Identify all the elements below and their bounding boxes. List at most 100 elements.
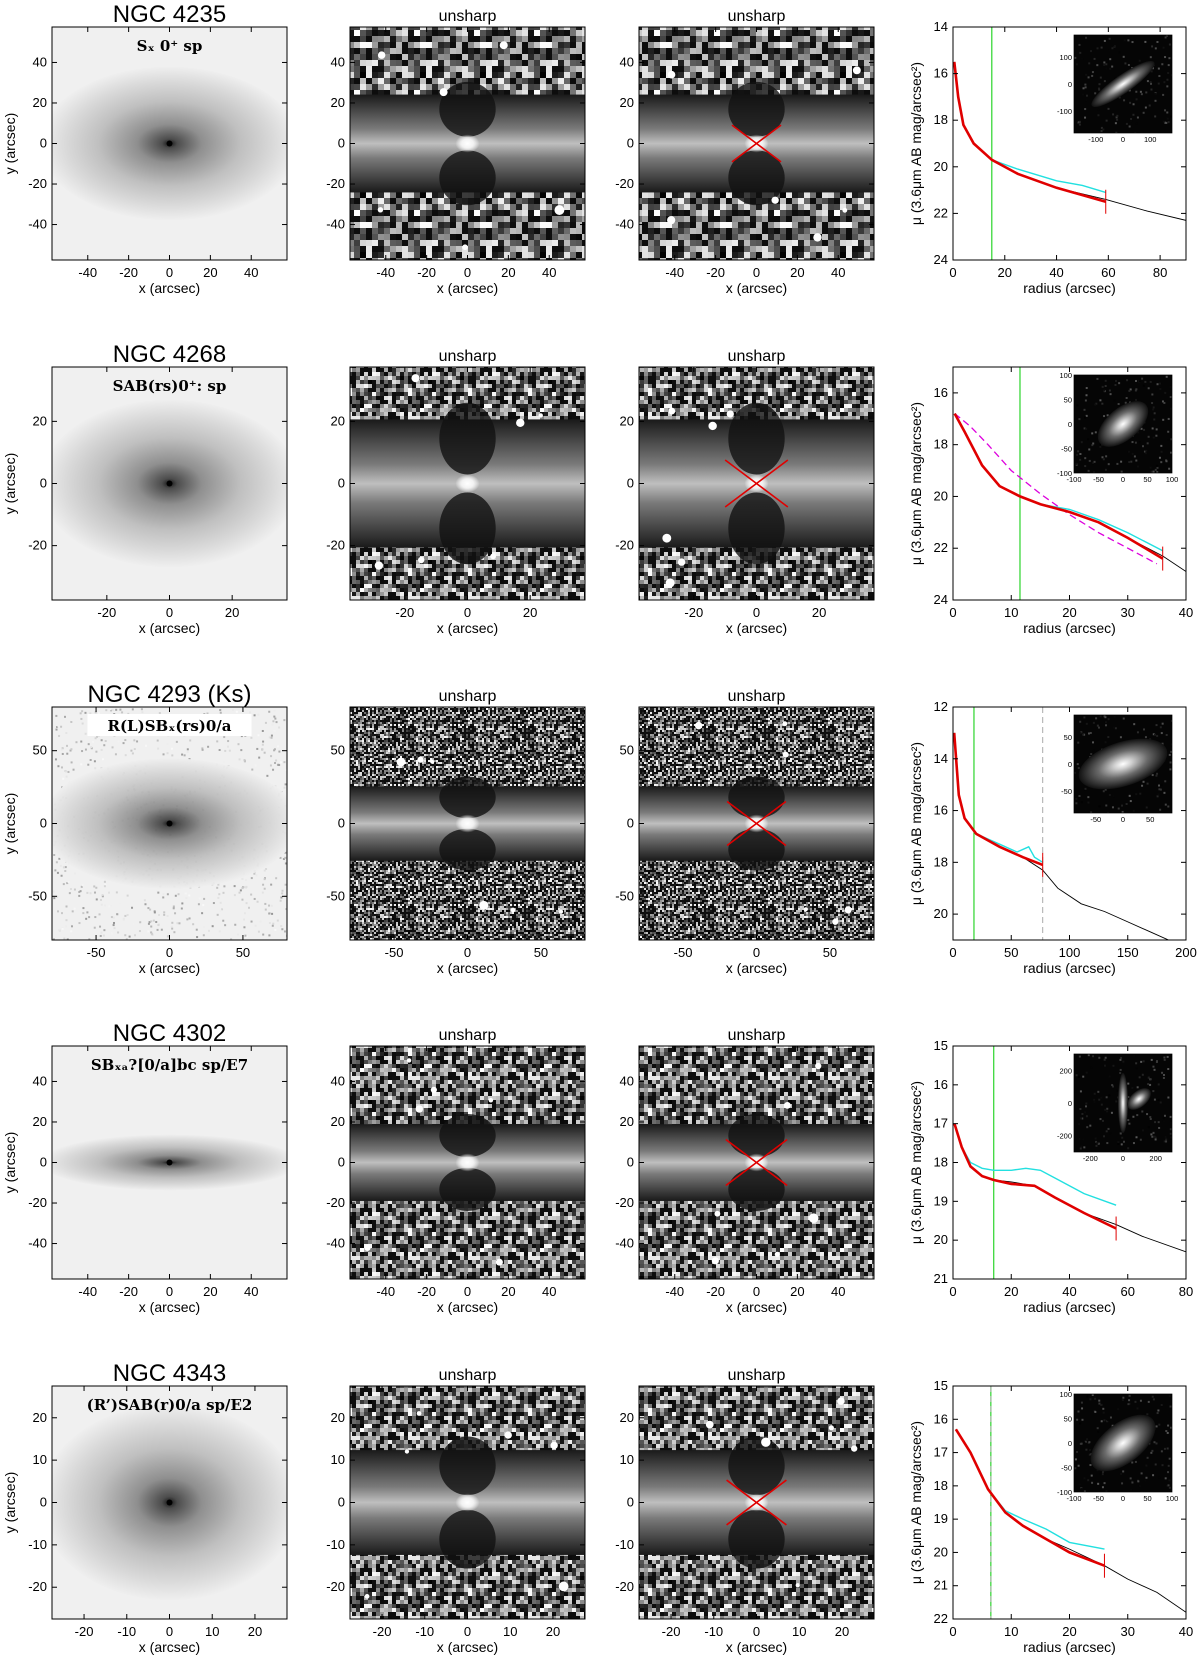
y-tick-label: -50 <box>28 888 47 903</box>
unsharp-cross-panel: unsharp -40 -40 -20 -20 0 0 20 20 40 40 x (arcsec) <box>615 1027 875 1315</box>
star <box>668 407 676 415</box>
star <box>416 1411 422 1416</box>
y-tick-label: -40 <box>326 1236 345 1251</box>
inset-x-tick-label: 0 <box>1121 815 1125 824</box>
x-tick-label: 20 <box>835 1624 849 1639</box>
y-axis-label: μ (3.6μm AB mag/arcsec²) <box>908 402 924 565</box>
inset-y-tick-label: -50 <box>1061 1464 1072 1473</box>
star <box>538 413 543 418</box>
magenta-profile <box>954 413 1158 565</box>
y-axis-label: μ (3.6μm AB mag/arcsec²) <box>908 742 924 905</box>
x-tick-label: 20 <box>790 1284 804 1299</box>
y-tick-label: -20 <box>28 176 47 191</box>
x-tick-label: 40 <box>1049 265 1063 280</box>
y-axis-label: y (arcsec) <box>2 793 18 854</box>
inset-frame <box>1073 374 1173 474</box>
x-tick-label: 40 <box>542 1284 556 1299</box>
inset-x-tick-label: 100 <box>1166 1494 1179 1503</box>
x-tick-label: -20 <box>373 1624 392 1639</box>
x-axis-label: radius (arcsec) <box>1023 620 1116 636</box>
y-tick-label: 0 <box>627 1495 634 1510</box>
star <box>662 533 672 543</box>
galaxy-name: NGC 4268 <box>113 341 226 368</box>
x-tick-label: 20 <box>248 1624 262 1639</box>
x-axis-label: radius (arcsec) <box>1023 280 1116 296</box>
y-tick-label: -20 <box>28 1579 47 1594</box>
unsharp-title: unsharp <box>439 1367 497 1384</box>
inset-y-tick-label: 0 <box>1068 420 1072 429</box>
y-tick-label: 20 <box>331 1410 345 1425</box>
classification-background <box>87 714 252 736</box>
x-tick-label: -10 <box>704 1624 723 1639</box>
y-tick-label: 50 <box>33 743 47 758</box>
unsharp-content <box>350 1411 585 1599</box>
x-tick-label: 0 <box>166 1284 173 1299</box>
x-tick-label: 20 <box>225 605 239 620</box>
star <box>726 410 734 418</box>
y-tick-label: -20 <box>615 1579 634 1594</box>
y-tick-label: 21 <box>934 1271 948 1286</box>
y-tick-label: 40 <box>33 1073 47 1088</box>
unsharp-content <box>350 374 585 570</box>
x-tick-label: 30 <box>1121 605 1135 620</box>
hubble-classification: SBₓₐ?[0/a]bc sp/E7 <box>91 1056 248 1074</box>
inset-content <box>1074 715 1172 813</box>
unsharp-cross-panel: unsharp -20 -20 -10 -10 0 0 10 10 20 20 x (arcsec) <box>615 1367 875 1655</box>
axes-frame <box>952 706 1187 941</box>
inset-y-tick-label: 100 <box>1059 53 1072 62</box>
y-tick-label: -20 <box>28 538 47 553</box>
y-axis-label: y (arcsec) <box>2 1132 18 1193</box>
offset-profile-red <box>953 412 1164 560</box>
y-tick-label: 24 <box>934 592 948 607</box>
inset-y-tick-label: -50 <box>1061 445 1072 454</box>
x-axis-label: x (arcsec) <box>139 1639 200 1655</box>
y-tick-label: 40 <box>331 1073 345 1088</box>
y-tick-label: 20 <box>33 413 47 428</box>
dark-lobe <box>728 492 785 565</box>
star <box>430 1086 437 1093</box>
y-tick-label: 20 <box>934 1544 948 1559</box>
star <box>374 561 384 570</box>
x-tick-label: 0 <box>949 1624 956 1639</box>
galaxy-row: NGC 4293 (Ks) R(L)SBₓ(rs)0/a -50 -50 0 0 50 50 x… <box>2 681 1197 976</box>
inset-x-tick-label: -100 <box>1088 135 1103 144</box>
x-axis-label: x (arcsec) <box>726 620 787 636</box>
star <box>815 1062 822 1070</box>
x-tick-label: -40 <box>78 1284 97 1299</box>
y-tick-label: 20 <box>620 413 634 428</box>
direct-image-panel: NGC 4302 SBₓₐ?[0/a]bc sp/E7 -40 -40 -20 -20 0 0… <box>2 1020 288 1315</box>
x-tick-label: 10 <box>503 1624 517 1639</box>
y-tick-label: -10 <box>28 1537 47 1552</box>
star <box>795 1583 800 1588</box>
galaxy-row: NGC 4235 Sₓ 0⁺ sp -40 -40 -20 -20 0 0 20 20 40 40 x … <box>2 1 1187 296</box>
unsharp-title: unsharp <box>439 348 497 365</box>
inset-galaxy <box>1090 1414 1156 1472</box>
inset-frame <box>1073 1053 1173 1153</box>
x-tick-label: -20 <box>395 605 414 620</box>
y-tick-label: 21 <box>934 1578 948 1593</box>
unsharp-panel: unsharp -20 -20 -10 -10 0 0 10 10 20 20 x (arcsec) <box>326 1367 586 1655</box>
star <box>808 1213 819 1223</box>
y-tick-label: -40 <box>615 1236 634 1251</box>
inset-y-tick-label: -100 <box>1057 107 1072 116</box>
star <box>364 1594 370 1599</box>
y-tick-label: -20 <box>28 1195 47 1210</box>
dark-lobe <box>728 828 785 871</box>
x-axis-label: x (arcsec) <box>139 960 200 976</box>
unsharp-title: unsharp <box>728 8 786 25</box>
y-tick-label: -20 <box>326 1579 345 1594</box>
image-content <box>52 399 287 568</box>
x-tick-label: 50 <box>534 945 548 960</box>
y-tick-label: 20 <box>620 95 634 110</box>
x-tick-label: -50 <box>87 945 106 960</box>
profile-plot-area <box>953 1046 1186 1279</box>
y-tick-label: 18 <box>934 854 948 869</box>
y-tick-label: 22 <box>934 1611 948 1626</box>
x-tick-label: -40 <box>665 265 684 280</box>
x-shape-marker <box>726 1479 787 1526</box>
y-tick-label: 10 <box>331 1452 345 1467</box>
direct-image-panel: NGC 4343 (R’)SAB(r)0/a sp/E2 -20 -20 -10 -10 0… <box>2 1360 288 1655</box>
y-axis-label: μ (3.6μm AB mag/arcsec²) <box>908 62 924 225</box>
x-tick-label: 50 <box>823 945 837 960</box>
